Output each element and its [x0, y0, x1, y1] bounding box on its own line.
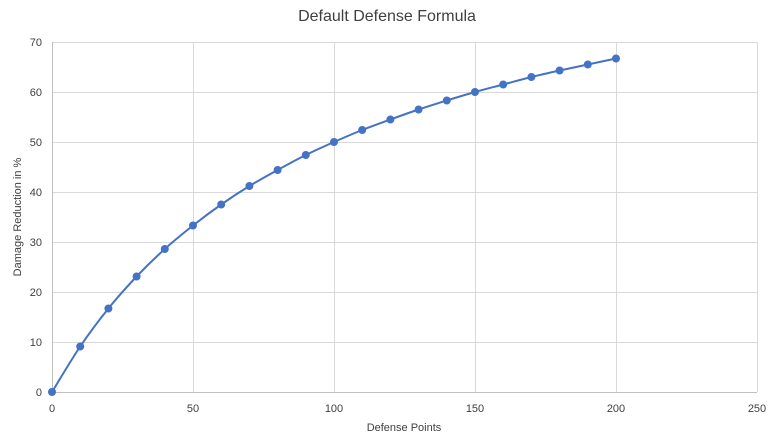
data-point-80	[273, 166, 282, 174]
y-tick-label-60: 60	[30, 87, 42, 99]
data-point-190	[583, 60, 592, 69]
data-point-130	[414, 105, 423, 114]
data-point-140	[442, 96, 451, 105]
x-tick-label-250: 250	[748, 403, 766, 415]
y-tick-label-40: 40	[30, 187, 42, 199]
data-point-40	[160, 245, 169, 253]
y-gridlines	[52, 42, 757, 393]
x-axis-label: Defense Points	[367, 422, 442, 434]
x-tick-label-0: 0	[49, 403, 55, 415]
data-point-180	[555, 66, 564, 75]
y-axis-label: Damage Reduction in %	[12, 157, 24, 276]
data-point-160	[499, 80, 508, 89]
data-point-70	[245, 182, 254, 190]
data-point-120	[386, 115, 395, 124]
data-point-110	[358, 126, 367, 134]
data-point-20	[104, 304, 113, 313]
x-tick-label-50: 50	[187, 403, 199, 415]
x-tick-label-150: 150	[466, 403, 484, 415]
y-tick-label-50: 50	[30, 137, 42, 149]
y-tick-label-10: 10	[30, 337, 42, 349]
data-point-0	[48, 388, 56, 396]
data-points	[48, 54, 620, 396]
data-point-90	[301, 151, 310, 159]
data-point-50	[189, 221, 197, 230]
y-tick-labels: 0 10 20 30 40 50 60 70	[30, 37, 42, 399]
data-point-10	[76, 342, 85, 351]
data-point-30	[132, 272, 141, 281]
y-tick-label-70: 70	[30, 37, 42, 49]
x-tick-label-100: 100	[325, 403, 343, 415]
data-point-170	[527, 73, 536, 81]
x-tick-labels: 0 50 100 150 200 250	[49, 403, 766, 415]
data-point-60	[217, 200, 226, 209]
data-point-100	[330, 138, 338, 146]
data-point-200	[612, 54, 620, 63]
y-tick-label-20: 20	[30, 287, 42, 299]
y-tick-label-0: 0	[36, 387, 42, 399]
chart-title: Default Defense Formula	[298, 8, 476, 25]
x-gridlines	[52, 42, 758, 392]
y-tick-label-30: 30	[30, 237, 42, 249]
data-point-150	[471, 88, 479, 96]
x-tick-label-200: 200	[607, 403, 625, 415]
